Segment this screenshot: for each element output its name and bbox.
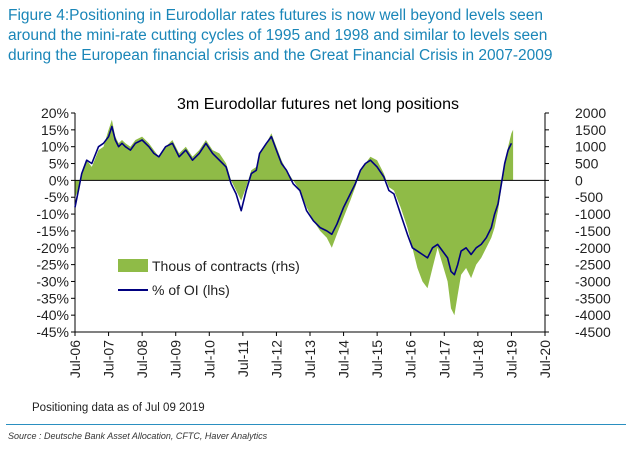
x-tick-label: Jul-18: [470, 340, 486, 378]
left-tick-label: 10%: [41, 139, 69, 155]
x-tick-label: Jul-07: [101, 340, 117, 378]
x-tick-label: Jul-08: [134, 340, 150, 378]
x-tick-label: Jul-20: [537, 340, 553, 378]
right-tick-label: 500: [575, 156, 599, 172]
area-series-contracts: [75, 119, 514, 316]
right-tick-label: -500: [575, 189, 603, 205]
legend-label-line: % of OI (lhs): [152, 282, 230, 298]
right-tick-label: 1000: [575, 139, 606, 155]
right-tick-label: -2000: [575, 240, 611, 256]
caption-line-3: during the European financial crisis and…: [8, 47, 553, 64]
x-tick-label: Jul-14: [336, 340, 352, 378]
left-tick-label: -10%: [36, 206, 69, 222]
data-note: Positioning data as of Jul 09 2019: [32, 402, 205, 414]
chart-legend: Thous of contracts (rhs) % of OI (lhs): [118, 258, 300, 298]
line-layer: [74, 125, 513, 276]
divider-line: [6, 424, 626, 425]
area-layer: [75, 119, 514, 316]
figure-caption: Figure 4:Positioning in Eurodollar rates…: [8, 6, 628, 66]
right-tick-label: -3000: [575, 273, 611, 289]
left-tick-label: -35%: [36, 290, 69, 306]
x-tick-label: Jul-16: [403, 340, 419, 378]
right-tick-label: -1000: [575, 206, 611, 222]
right-tick-label: -3500: [575, 290, 611, 306]
left-tick-label: -45%: [36, 324, 69, 340]
left-tick-label: -5%: [44, 189, 69, 205]
left-tick-label: 0%: [49, 172, 69, 188]
x-tick-label: Jul-09: [168, 340, 184, 378]
caption-line-1: Figure 4:Positioning in Eurodollar rates…: [8, 7, 544, 24]
left-tick-label: -15%: [36, 223, 69, 239]
axes-layer: -45%-40%-35%-30%-25%-20%-15%-10%-5%0%5%1…: [36, 105, 611, 378]
left-tick-label: -20%: [36, 240, 69, 256]
right-tick-label: -4000: [575, 307, 611, 323]
left-tick-label: 5%: [49, 156, 69, 172]
x-tick-label: Jul-06: [67, 340, 83, 378]
right-tick-label: 2000: [575, 105, 606, 121]
x-tick-label: Jul-13: [302, 340, 318, 378]
right-tick-label: 1500: [575, 122, 606, 138]
x-tick-label: Jul-11: [235, 340, 251, 377]
right-tick-label: -1500: [575, 223, 611, 239]
caption-line-2: around the mini-rate cutting cycles of 1…: [8, 27, 548, 44]
x-tick-label: Jul-10: [201, 340, 217, 378]
left-tick-label: 20%: [41, 105, 69, 121]
line-series-pct-oi: [74, 125, 513, 276]
x-tick-label: Jul-19: [503, 340, 519, 378]
left-tick-label: -25%: [36, 257, 69, 273]
x-tick-label: Jul-12: [268, 340, 284, 378]
x-tick-label: Jul-17: [436, 340, 452, 378]
source-note: Source : Deutsche Bank Asset Allocation,…: [8, 431, 268, 441]
legend-swatch-area: [118, 259, 148, 272]
left-tick-label: -40%: [36, 307, 69, 323]
right-tick-label: -4500: [575, 324, 611, 340]
left-tick-label: 15%: [41, 122, 69, 138]
right-tick-label: -2500: [575, 257, 611, 273]
right-tick-label: 0: [575, 172, 583, 188]
chart-title: 3m Eurodollar futures net long positions: [177, 96, 459, 113]
legend-label-area: Thous of contracts (rhs): [152, 258, 300, 274]
x-tick-label: Jul-15: [369, 340, 385, 378]
left-tick-label: -30%: [36, 273, 69, 289]
